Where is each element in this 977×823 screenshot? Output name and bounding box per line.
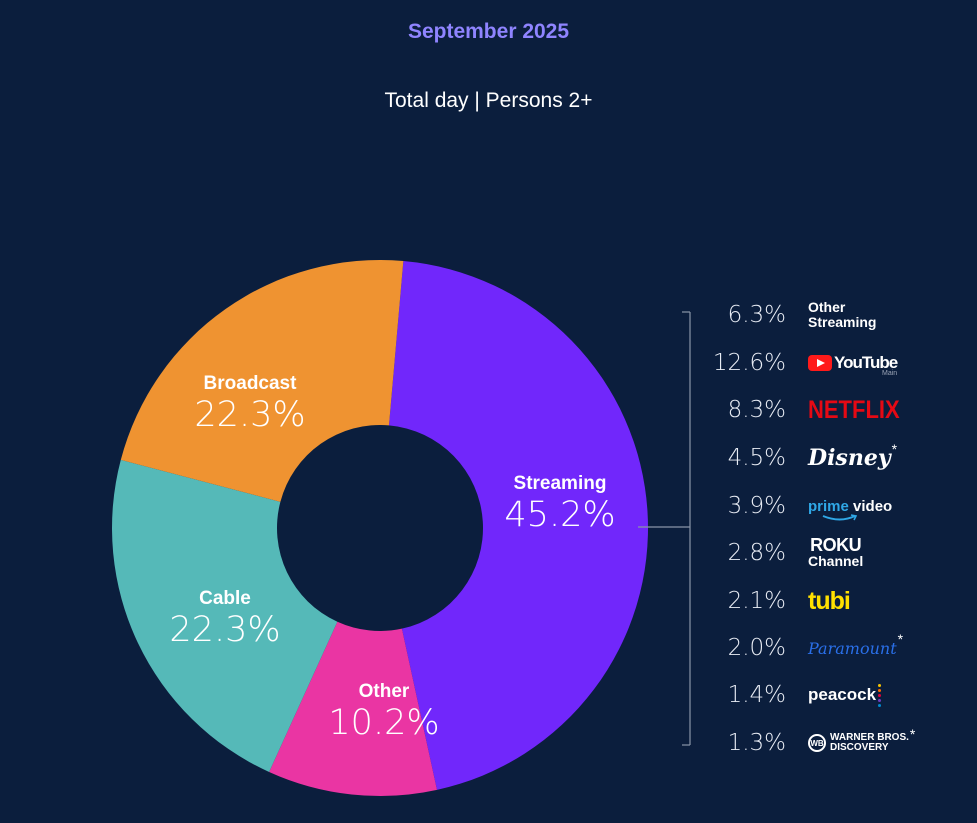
slice-label-other: Other <box>359 681 410 702</box>
breakdown-value: 2.8% <box>727 540 786 566</box>
chart-subtitle: Total day | Persons 2+ <box>384 89 593 112</box>
breakdown-value: 6.3% <box>727 302 786 328</box>
slice-label-broadcast: Broadcast <box>204 373 298 394</box>
other-streaming-logo: Other Streaming <box>808 299 877 330</box>
breakdown-row-wbd: 1.3% WB WARNER BROS. DISCOVERY * <box>700 723 940 763</box>
tubi-logo: tubi <box>808 586 851 615</box>
slice-value-broadcast: 22.3% <box>194 395 305 435</box>
breakdown-row-other-streaming: 6.3% Other Streaming <box>700 295 940 335</box>
breakdown-row-peacock: 1.4% peacock <box>700 675 940 715</box>
prime-smile-icon <box>822 513 858 520</box>
donut-slice-broadcast <box>120 259 404 502</box>
breakdown-value: 8.3% <box>727 397 786 423</box>
breakdown-row-roku: 2.8% ROKU Channel <box>700 533 940 573</box>
slice-label-cable: Cable <box>199 588 251 609</box>
paramount-logo: Paramount * <box>808 631 904 658</box>
peacock-dots-icon <box>878 683 882 708</box>
netflix-logo: NETFLIX <box>808 395 900 424</box>
breakdown-row-prime-video: 3.9% prime video <box>700 486 940 526</box>
breakdown-value: 2.1% <box>727 588 786 614</box>
breakdown-value: 3.9% <box>727 493 786 519</box>
chart-title: September 2025 <box>407 20 570 43</box>
donut-slice-streaming <box>388 261 648 790</box>
breakdown-row-netflix: 8.3% NETFLIX <box>700 390 940 430</box>
youtube-play-icon <box>808 355 832 371</box>
warner-bros-discovery-logo: WB WARNER BROS. DISCOVERY * <box>808 725 915 761</box>
breakdown-value: 4.5% <box>727 445 786 471</box>
peacock-logo: peacock <box>808 677 882 713</box>
slice-value-cable: 22.3% <box>169 610 280 650</box>
slice-value-streaming: 45.2% <box>504 495 615 535</box>
breakdown-value: 12.6% <box>712 350 786 376</box>
wb-shield-icon: WB <box>808 734 826 752</box>
breakdown-value: 1.3% <box>727 730 786 756</box>
prime-video-logo: prime video <box>808 488 892 524</box>
youtube-logo: YouTube Main <box>808 345 898 381</box>
slice-value-other: 10.2% <box>328 703 439 743</box>
slice-label-streaming: Streaming <box>514 473 607 494</box>
breakdown-row-paramount: 2.0% Paramount * <box>700 628 940 668</box>
breakdown-row-disney: 4.5% Disney * <box>700 438 940 478</box>
breakdown-value: 2.0% <box>727 635 786 661</box>
donut-slice-other <box>269 621 438 796</box>
roku-channel-logo: ROKU Channel <box>808 534 864 569</box>
donut-slice-cable <box>112 459 338 772</box>
disney-logo: Disney * <box>808 441 898 471</box>
breakdown-value: 1.4% <box>727 682 786 708</box>
breakdown-row-tubi: 2.1% tubi <box>700 581 940 621</box>
breakdown-row-youtube: 12.6% YouTube Main <box>700 343 940 383</box>
